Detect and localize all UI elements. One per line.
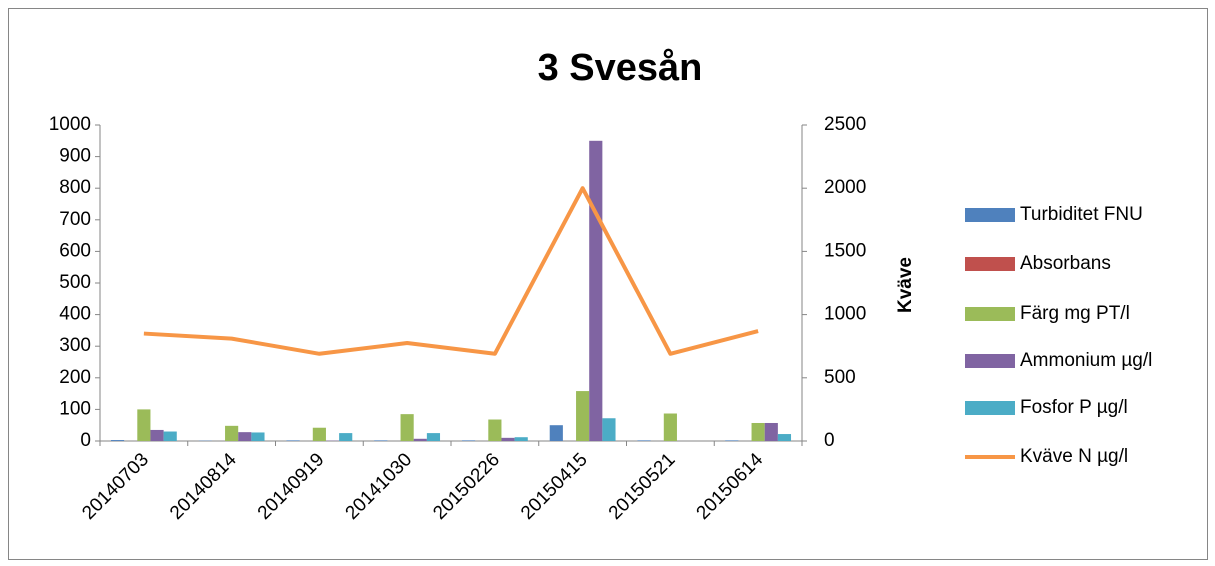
chart-border: [8, 8, 1208, 560]
bar: [514, 437, 528, 441]
bar: [400, 414, 414, 441]
y2-tick-label: 2500: [824, 114, 866, 135]
bar: [764, 422, 778, 441]
bar: [238, 432, 252, 441]
y-tick-label: 1000: [49, 114, 91, 135]
bar: [426, 433, 441, 441]
bar: [163, 431, 177, 441]
y-tick-label: 900: [59, 146, 91, 167]
y2-axis-title: Kväve: [895, 257, 916, 313]
legend-label: Ammonium µg/l: [1020, 350, 1152, 371]
bar: [461, 440, 476, 441]
legend-swatch: [965, 257, 1015, 271]
legend-swatch: [965, 307, 1015, 321]
y-tick-label: 200: [59, 367, 91, 388]
y2-tick-label: 500: [824, 367, 856, 388]
chart-title: 3 Svesån: [538, 47, 703, 89]
y2-tick-label: 0: [824, 430, 835, 451]
bar: [589, 140, 603, 442]
y-tick-label: 0: [80, 430, 91, 451]
bar: [637, 440, 651, 441]
legend-label: Färg mg PT/l: [1020, 303, 1130, 324]
legend-label: Kväve N µg/l: [1020, 446, 1128, 467]
y2-tick-label: 2000: [824, 177, 866, 198]
y2-tick-label: 1000: [824, 304, 866, 325]
bar: [286, 440, 300, 441]
bar: [576, 391, 590, 441]
bar: [549, 425, 563, 441]
y-tick-label: 600: [59, 240, 91, 261]
y-tick-label: 700: [59, 209, 91, 230]
bar: [663, 413, 677, 441]
bar: [374, 440, 388, 441]
y-tick-label: 100: [59, 398, 91, 419]
line: [143, 186, 759, 356]
bar: [488, 419, 502, 441]
y-tick-label: 500: [59, 272, 91, 293]
bar: [137, 409, 151, 441]
bar: [777, 434, 792, 441]
bar: [225, 425, 239, 441]
legend-label: Fosfor P µg/l: [1020, 397, 1128, 418]
bar: [251, 432, 265, 441]
bar: [150, 429, 164, 441]
bar: [501, 437, 515, 441]
bar: [751, 422, 765, 441]
y-tick-label: 300: [59, 335, 91, 356]
y-tick-label: 400: [59, 304, 91, 325]
legend-label: Turbiditet FNU: [1020, 204, 1143, 225]
bar: [413, 438, 427, 441]
bar: [602, 418, 616, 441]
y-tick-label: 800: [59, 177, 91, 198]
bar: [110, 440, 125, 441]
y2-tick-label: 1500: [824, 240, 866, 261]
legend-swatch: [965, 354, 1015, 368]
bar: [339, 433, 353, 441]
bar: [725, 440, 739, 441]
legend-swatch: [965, 401, 1015, 415]
bar: [312, 427, 326, 441]
legend-label: Absorbans: [1020, 253, 1111, 274]
legend-swatch: [965, 208, 1015, 222]
